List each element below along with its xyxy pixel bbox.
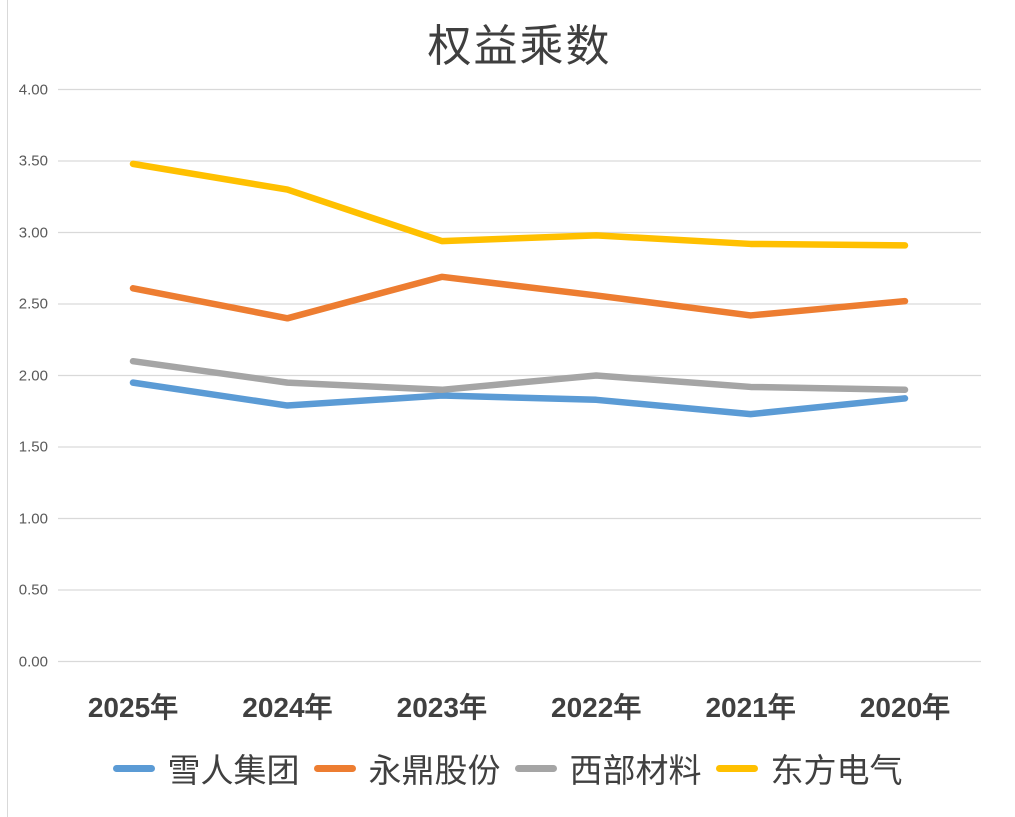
y-tick-label: 1.50 xyxy=(18,438,48,456)
y-tick-label: 1.00 xyxy=(18,510,48,527)
series-line-3 xyxy=(129,160,909,249)
legend-item: 永鼎股份 xyxy=(313,744,501,792)
legend-item: 雪人集团 xyxy=(112,744,300,792)
x-category-label: 2021年 xyxy=(705,692,796,723)
legend-label: 东方电气 xyxy=(770,751,903,790)
y-tick-label: 0.50 xyxy=(18,581,48,599)
x-category-label: 2022年 xyxy=(551,692,642,723)
legend-swatch-icon xyxy=(313,764,356,772)
legend: 雪人集团 永鼎股份 西部材料 东方电气 xyxy=(0,742,1015,794)
x-category-label: 2024年 xyxy=(242,692,333,723)
window-left-edge-line xyxy=(7,0,8,817)
legend-label: 西部材料 xyxy=(569,751,702,790)
y-tick-label: 0.00 xyxy=(18,653,48,670)
gridlines xyxy=(58,88,981,663)
legend-swatch-icon xyxy=(112,764,155,772)
y-tick-label: 3.00 xyxy=(18,224,48,241)
x-category-label: 2025年 xyxy=(87,692,179,723)
y-tick-label: 4.00 xyxy=(18,81,48,98)
series-line-0 xyxy=(129,379,909,418)
legend-label: 雪人集团 xyxy=(167,751,300,790)
x-category-label: 2020年 xyxy=(859,692,951,723)
y-tick-label: 3.50 xyxy=(18,152,48,170)
chart-title: 权益乘数 xyxy=(427,21,612,72)
legend-item: 西部材料 xyxy=(514,744,702,792)
y-tick-label: 2.50 xyxy=(18,295,48,313)
y-tick-label: 2.00 xyxy=(18,367,48,384)
legend-swatch-icon xyxy=(514,764,557,772)
x-category-label: 2023年 xyxy=(396,692,487,723)
series-line-2 xyxy=(129,357,909,394)
legend-swatch-icon xyxy=(715,764,758,772)
series-line-1 xyxy=(129,273,909,322)
legend-item: 东方电气 xyxy=(715,744,903,792)
legend-label: 永鼎股份 xyxy=(368,751,501,790)
